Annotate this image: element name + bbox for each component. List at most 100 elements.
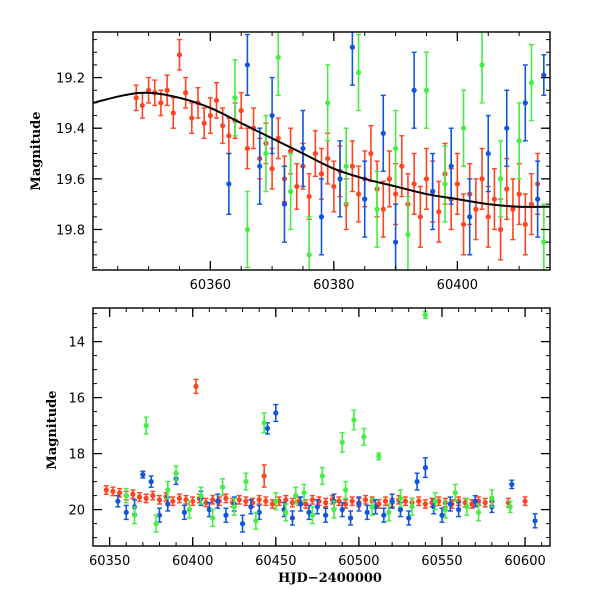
marker <box>456 507 462 513</box>
data-point <box>165 496 171 512</box>
data-point <box>439 507 445 523</box>
marker <box>156 497 163 503</box>
data-point <box>269 76 275 155</box>
data-point <box>110 486 116 497</box>
data-point <box>183 494 189 505</box>
data-point <box>504 157 510 221</box>
top-panel-zoom: 60360 60380 60400 19.2 19.4 19.6 19.8 <box>56 31 551 293</box>
marker <box>248 504 254 510</box>
marker <box>198 493 204 499</box>
data-point <box>243 472 249 491</box>
marker <box>263 150 269 157</box>
marker <box>491 196 498 202</box>
data-point <box>140 470 146 479</box>
data-point <box>261 464 267 488</box>
marker <box>516 191 522 197</box>
marker <box>343 163 349 169</box>
data-point <box>165 480 171 500</box>
marker <box>256 497 262 503</box>
marker <box>460 125 467 131</box>
marker <box>482 500 488 506</box>
data-point <box>507 500 513 514</box>
data-point <box>393 109 399 188</box>
model-curve <box>93 91 550 208</box>
data-point <box>389 493 395 509</box>
data-point <box>123 504 129 521</box>
marker <box>170 498 176 504</box>
marker <box>261 420 267 426</box>
x-tick-label: 60550 <box>421 554 462 569</box>
marker <box>497 176 504 182</box>
data-point <box>452 483 458 502</box>
marker <box>176 495 183 501</box>
data-point <box>143 416 149 435</box>
marker <box>283 509 289 515</box>
data-point <box>472 494 478 508</box>
data-point <box>156 507 163 523</box>
marker <box>201 120 207 126</box>
marker <box>386 176 393 182</box>
series-2 <box>232 32 547 270</box>
data-point <box>349 32 355 86</box>
marker <box>244 62 250 68</box>
data-point <box>380 180 386 238</box>
data-point <box>318 178 325 256</box>
data-point <box>133 84 139 112</box>
marker <box>356 501 362 507</box>
y-tick-label: 14 <box>68 336 85 351</box>
data-point <box>485 185 491 248</box>
marker <box>312 150 318 157</box>
marker <box>306 193 312 200</box>
marker <box>210 515 216 521</box>
data-point <box>143 493 149 504</box>
data-point <box>417 185 423 248</box>
data-point <box>485 114 491 193</box>
plot-area <box>103 310 538 533</box>
marker <box>232 95 238 101</box>
marker <box>325 100 331 106</box>
data-point <box>464 497 470 516</box>
data-point <box>239 514 246 533</box>
marker <box>423 176 430 182</box>
data-point <box>309 494 315 505</box>
data-point <box>386 150 393 208</box>
marker <box>507 504 513 510</box>
data-point <box>374 170 380 248</box>
data-point <box>314 499 320 515</box>
marker <box>314 504 320 510</box>
data-point <box>288 152 294 231</box>
marker <box>183 90 189 96</box>
marker <box>131 512 138 518</box>
data-point <box>210 494 216 505</box>
marker <box>140 472 146 478</box>
marker <box>318 171 325 177</box>
data-point <box>522 193 528 256</box>
marker <box>347 515 354 521</box>
marker <box>244 226 250 233</box>
marker <box>331 507 337 513</box>
marker <box>393 191 399 197</box>
marker <box>364 509 370 515</box>
marker <box>473 206 479 212</box>
marker <box>123 493 129 499</box>
data-point <box>323 497 329 508</box>
data-point <box>422 457 428 479</box>
marker <box>368 150 374 157</box>
marker <box>497 226 504 233</box>
data-point <box>423 147 430 210</box>
marker <box>406 515 412 521</box>
marker <box>479 62 485 68</box>
data-point <box>275 117 281 160</box>
data-point <box>356 496 362 512</box>
marker <box>103 487 109 493</box>
marker <box>349 498 355 504</box>
marker <box>339 507 345 513</box>
marker <box>442 181 448 187</box>
marker <box>522 498 528 504</box>
marker <box>464 504 470 510</box>
marker <box>374 206 380 212</box>
marker <box>300 145 306 152</box>
data-point <box>504 89 510 167</box>
data-point <box>170 97 176 129</box>
data-point <box>535 160 541 238</box>
